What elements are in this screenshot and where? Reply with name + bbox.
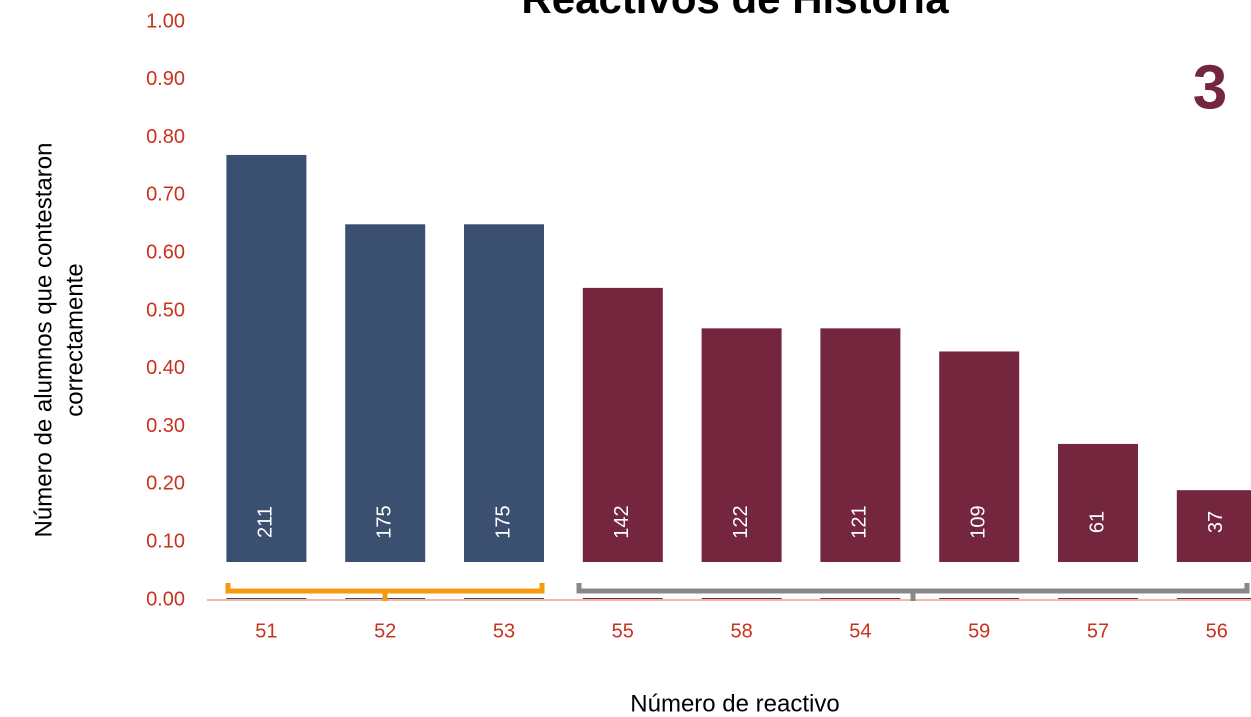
- bar: [345, 224, 426, 601]
- y-tick-label: 0.80: [146, 126, 185, 148]
- x-tick-label: 54: [849, 620, 871, 642]
- value-label: 121: [849, 505, 871, 538]
- bar: [582, 287, 663, 600]
- x-tick-label: 57: [1087, 620, 1109, 642]
- value-label: 109: [967, 505, 989, 538]
- x-tick-label: 59: [968, 620, 990, 642]
- x-tick-label: 52: [374, 620, 396, 642]
- y-tick-label: 1.00: [146, 10, 185, 32]
- value-label: 122: [730, 505, 752, 538]
- y-tick-label: 0.60: [146, 241, 185, 263]
- value-label: 142: [611, 505, 633, 538]
- value-label: 175: [492, 505, 514, 538]
- x-tick-label: 55: [612, 620, 634, 642]
- bracket: [225, 583, 545, 601]
- y-tick-label: 0.30: [146, 415, 185, 437]
- x-tick-label: 58: [730, 620, 752, 642]
- x-axis-label: Número de reactivo: [630, 690, 839, 717]
- y-axis-label: Número de alumnos que contestaron: [30, 143, 57, 538]
- bar: [939, 351, 1020, 600]
- bracket: [576, 583, 1250, 601]
- y-tick-label: 0.40: [146, 357, 185, 379]
- bar: [820, 328, 901, 600]
- bar: [701, 328, 782, 600]
- badge: 3: [1193, 53, 1227, 122]
- y-axis-label: correctamente: [61, 263, 88, 416]
- value-label: 211: [255, 506, 277, 538]
- value-label: 37: [1205, 511, 1227, 533]
- y-tick-label: 0.70: [146, 184, 185, 206]
- y-tick-label: 0.90: [146, 68, 185, 90]
- y-tick-label: 0.20: [146, 473, 185, 495]
- y-tick-label: 0.50: [146, 299, 185, 321]
- x-tick-label: 53: [493, 620, 515, 642]
- value-label: 175: [373, 505, 395, 538]
- bar: [226, 154, 307, 600]
- bar: [464, 224, 544, 601]
- x-tick-label: 51: [255, 620, 277, 642]
- y-tick-label: 0.00: [146, 588, 185, 610]
- y-tick-label: 0.10: [146, 530, 185, 552]
- chart-title: Reactivos de Historia: [521, 0, 949, 22]
- value-label: 61: [1086, 511, 1108, 533]
- x-tick-label: 56: [1206, 620, 1228, 642]
